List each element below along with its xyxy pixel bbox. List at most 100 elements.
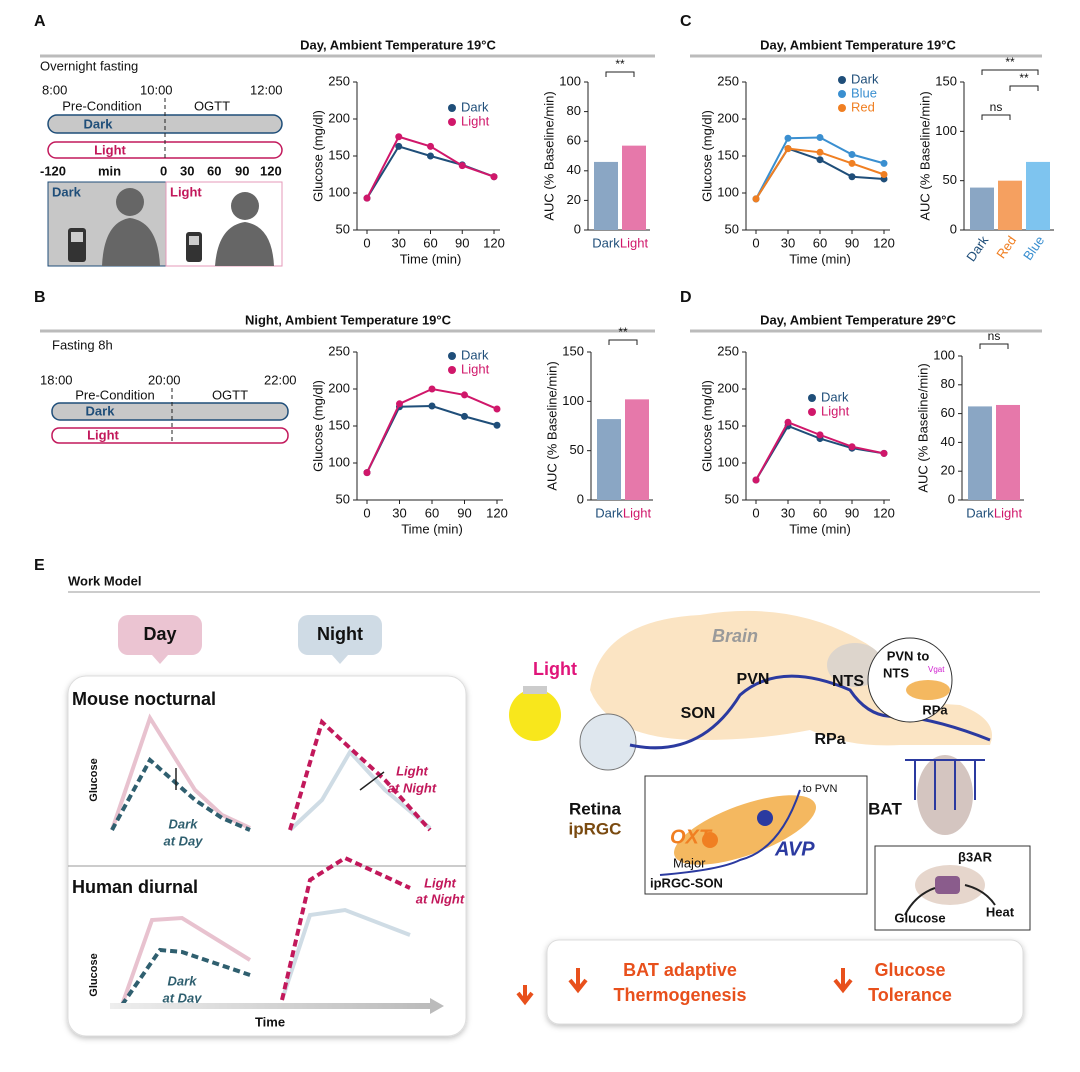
y-axis-label: AUC (% Baseline/min)	[544, 361, 559, 490]
y-tick-label: 100	[935, 123, 957, 138]
time: 12:00	[250, 82, 283, 97]
bar-label: Dark	[86, 403, 116, 418]
label: PVN to	[887, 648, 930, 663]
annotation: at Night	[416, 891, 465, 906]
axis-label: Time	[255, 1014, 285, 1029]
label: ipRGC-SON	[650, 875, 723, 890]
y-axis-label: Glucose (mg/dl)	[699, 110, 714, 202]
y-tick-label: 80	[941, 376, 955, 391]
point	[784, 134, 792, 142]
y-tick-label: 100	[562, 393, 584, 408]
y-tick-label: 100	[717, 184, 739, 199]
x-tick-label: 0	[363, 505, 370, 520]
outcome-box	[546, 939, 1024, 1025]
arrowhead	[430, 998, 444, 1014]
significance-bracket	[981, 114, 1011, 120]
point	[461, 391, 468, 399]
legend-marker	[448, 352, 456, 360]
time-tick: 30	[180, 163, 194, 178]
time: 22:00	[264, 372, 297, 387]
note: Overnight fasting	[40, 58, 138, 73]
y-tick-label: 0	[577, 491, 584, 506]
bubble	[118, 615, 202, 655]
legend-label: Dark	[461, 347, 489, 362]
y-axis-label: AUC (% Baseline/min)	[541, 91, 556, 220]
legend-label: Dark	[821, 389, 849, 404]
x-tick-label: 90	[455, 235, 469, 250]
point	[428, 385, 436, 393]
y-tick-label: 250	[328, 73, 350, 88]
bar	[1026, 161, 1050, 230]
time-tick: 90	[235, 163, 249, 178]
y-tick-label: 0	[950, 221, 957, 236]
legend-label: Light	[461, 113, 490, 128]
point	[493, 421, 501, 429]
legend-label: Red	[851, 99, 875, 114]
point	[396, 400, 403, 408]
x-tick-label: 30	[392, 505, 406, 520]
y-axis-label: AUC (% Baseline/min)	[915, 363, 930, 492]
model-box	[67, 675, 467, 1037]
point	[848, 151, 856, 159]
x-tick-label: 60	[425, 505, 439, 520]
x-tick-label: Blue	[1020, 233, 1047, 263]
x-axis-label: Time (min)	[789, 521, 851, 536]
point	[816, 148, 824, 156]
label: NTS	[883, 665, 909, 680]
annotation: Light	[424, 875, 456, 890]
point	[428, 402, 436, 410]
x-tick-label: Dark	[592, 235, 620, 250]
point	[427, 142, 434, 150]
point	[395, 133, 403, 141]
x-tick-label: Light	[623, 505, 652, 520]
bubble-label: Day	[143, 624, 176, 644]
legend-marker	[838, 76, 846, 84]
panel-title: Night, Ambient Temperature 19°C	[245, 312, 452, 327]
y-tick-label: 50	[570, 442, 584, 457]
x-tick-label: 0	[752, 505, 759, 520]
panel-label: D	[680, 289, 692, 306]
significance-bracket	[979, 343, 1009, 349]
label: Heat	[986, 904, 1015, 919]
point	[816, 156, 824, 164]
point	[493, 405, 501, 413]
significance: **	[618, 325, 628, 339]
significance: **	[615, 57, 625, 71]
x-tick-label: 0	[363, 235, 370, 250]
y-tick-label: 100	[328, 184, 350, 199]
bar	[998, 180, 1022, 230]
annotation: at Day	[162, 990, 202, 1005]
legend-marker	[838, 90, 846, 98]
x-tick-label: Light	[620, 235, 649, 250]
panel-label: A	[34, 13, 46, 30]
label: Retina	[569, 799, 622, 818]
annotation: Dark	[168, 973, 198, 988]
bar	[970, 187, 994, 230]
point	[363, 194, 371, 202]
point	[363, 469, 371, 477]
x-tick-label: 30	[781, 235, 795, 250]
significance: **	[1005, 55, 1015, 69]
point	[427, 152, 434, 160]
point	[816, 134, 824, 141]
panel-label: B	[34, 289, 46, 306]
bar	[625, 399, 649, 500]
photo-label: Dark	[52, 184, 82, 199]
y-tick-label: 100	[717, 454, 739, 469]
phase: Pre-Condition	[75, 387, 155, 402]
legend-label: Light	[821, 403, 850, 418]
phase: OGTT	[212, 387, 248, 402]
phase: OGTT	[194, 98, 230, 113]
phase: Pre-Condition	[62, 98, 142, 113]
line	[755, 147, 885, 200]
y-tick-label: 200	[328, 380, 350, 395]
point	[784, 145, 792, 153]
y-tick-label: 40	[941, 434, 955, 449]
significance: **	[1019, 71, 1029, 85]
point	[395, 142, 403, 150]
label: Vgat	[928, 665, 945, 674]
y-tick-label: 60	[567, 133, 581, 148]
time: 10:00	[140, 82, 173, 97]
label: Major	[673, 855, 706, 870]
